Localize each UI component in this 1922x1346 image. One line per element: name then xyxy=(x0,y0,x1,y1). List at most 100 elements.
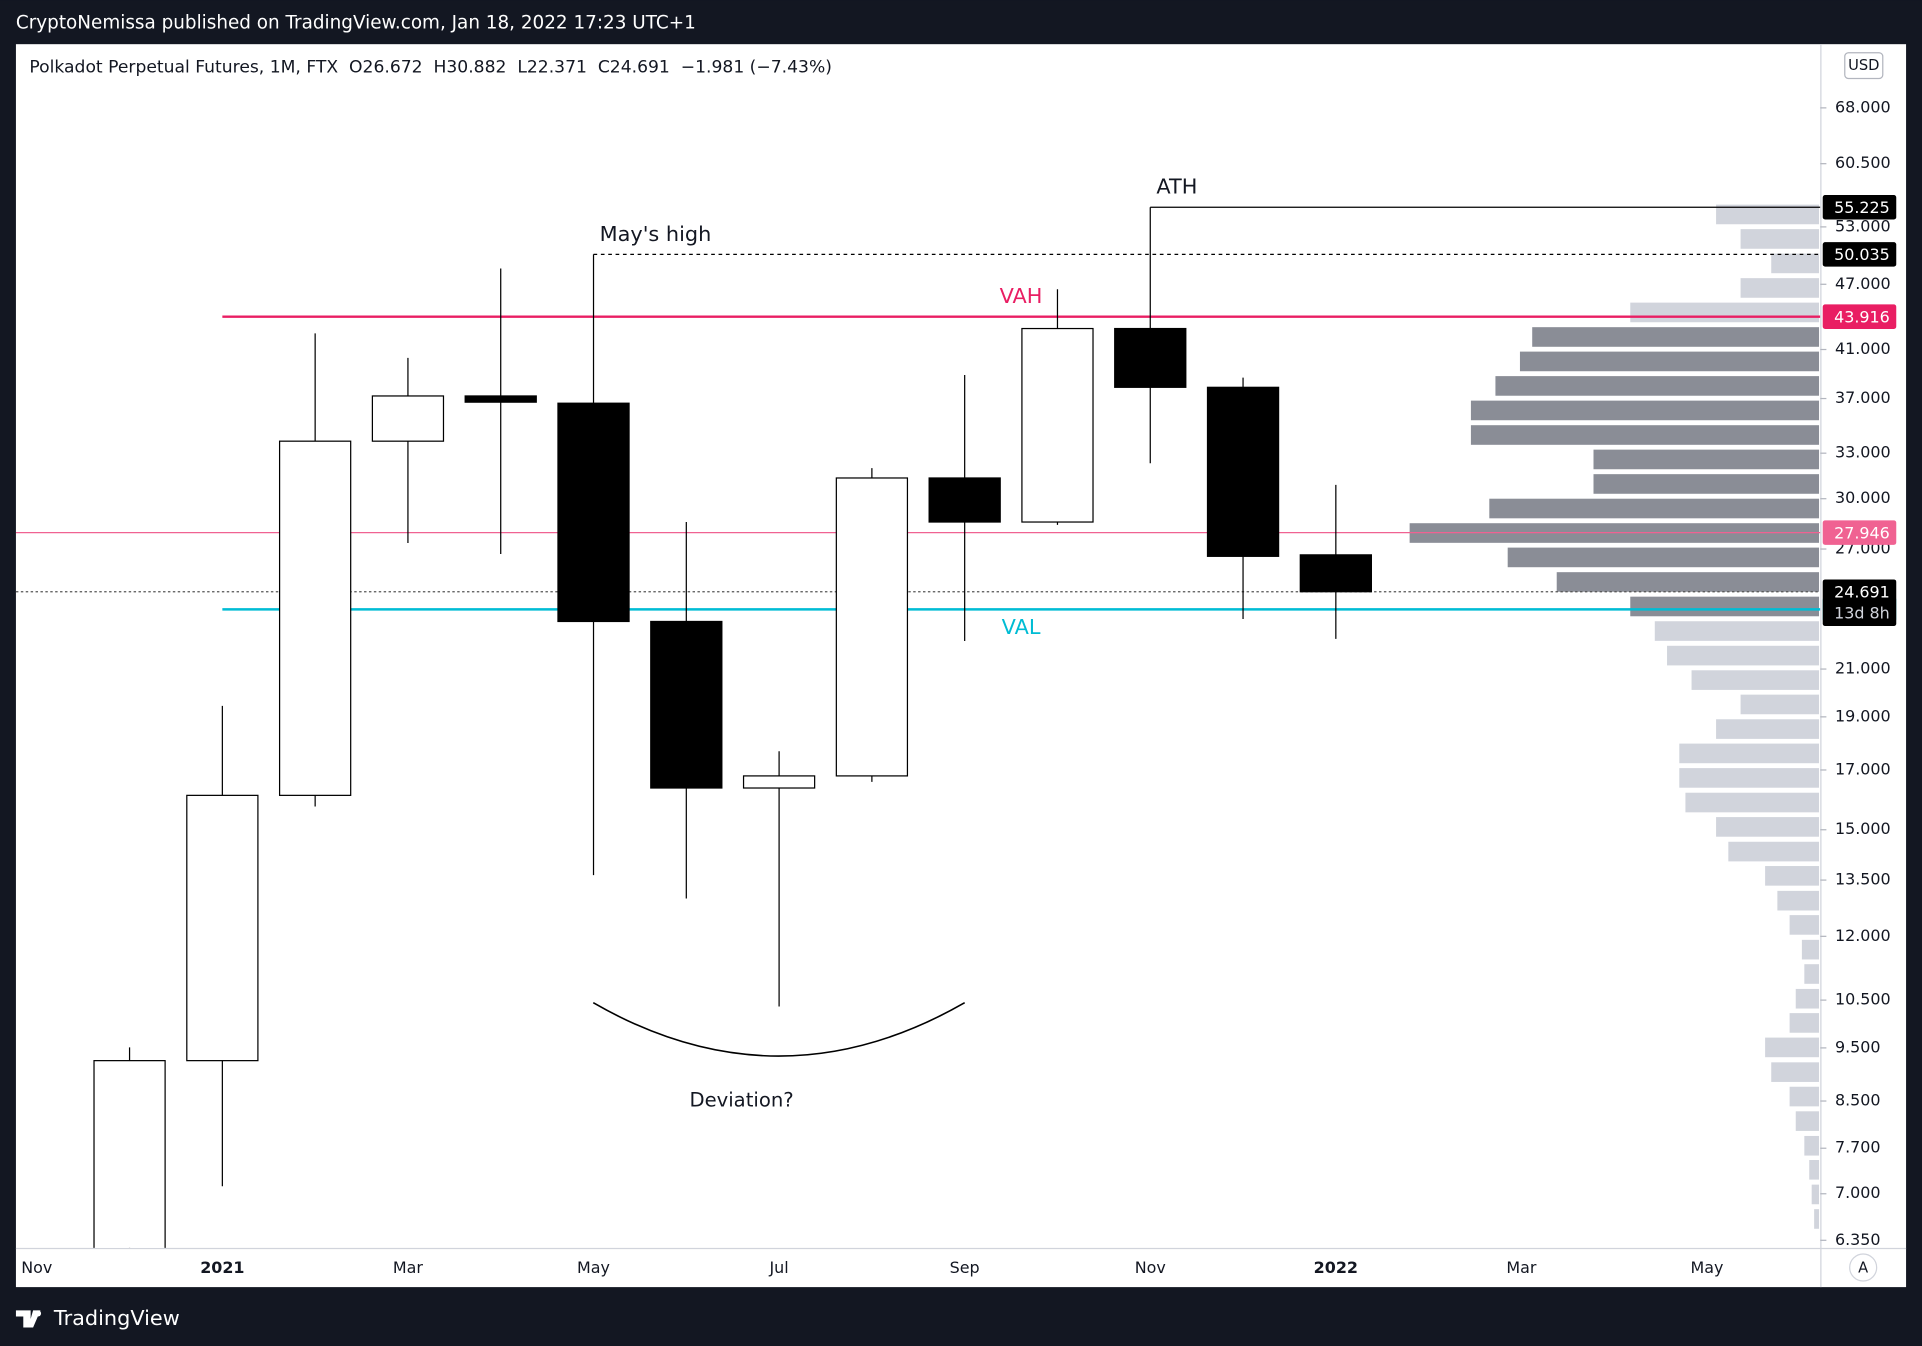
candle-body xyxy=(928,477,1001,523)
volume-profile-bar xyxy=(1789,1086,1820,1107)
currency-box[interactable] xyxy=(1844,52,1884,80)
x-tick-label: 2021 xyxy=(200,1258,244,1277)
candle-body xyxy=(650,620,723,789)
annotation-badge xyxy=(1822,242,1897,267)
price-axis: 68.000 60.500 53.000 47.000 41.000 37.000 33.0… xyxy=(1820,97,1897,1249)
volume-profile-bar xyxy=(1495,376,1820,396)
volume-profile-bar xyxy=(1489,498,1820,519)
volume-profile-bar xyxy=(1811,1184,1820,1205)
volume-profile-bar xyxy=(1470,425,1820,445)
last-price-badge xyxy=(1822,579,1897,627)
y-tick-label: 19.000 xyxy=(1835,706,1891,725)
annotation-label: ATH xyxy=(1156,175,1197,199)
volume-profile-bar xyxy=(1532,327,1820,347)
countdown-label: 13d 8h xyxy=(1834,603,1890,622)
currency-label[interactable]: USD xyxy=(1848,57,1879,74)
level-badge-label: 27.946 xyxy=(1834,523,1890,542)
x-tick-label: Nov xyxy=(21,1258,52,1277)
annotation-label: May's high xyxy=(600,222,712,246)
volume-profile-bar xyxy=(1771,1062,1820,1082)
logo-dot xyxy=(34,1310,42,1317)
y-tick-label: 10.500 xyxy=(1835,990,1891,1009)
y-tick-label: 7.700 xyxy=(1835,1138,1881,1157)
y-tick-label: 33.000 xyxy=(1835,443,1891,462)
level-label: VAH xyxy=(1000,284,1043,308)
x-tick-label: Mar xyxy=(1506,1258,1536,1277)
volume-profile-bar xyxy=(1679,743,1820,764)
y-tick-label: 47.000 xyxy=(1835,274,1891,293)
y-tick-label: 30.000 xyxy=(1835,488,1891,507)
y-tick-label: 21.000 xyxy=(1835,659,1891,678)
x-tick-label: Jul xyxy=(768,1258,788,1277)
volume-profile-bar xyxy=(1716,204,1820,225)
volume-profile-bar xyxy=(1593,474,1820,494)
y-tick-label: 12.000 xyxy=(1835,926,1891,945)
volume-profile-bar xyxy=(1691,670,1820,690)
volume-profile-bar xyxy=(1777,890,1820,911)
volume-profile xyxy=(1409,204,1820,1229)
x-tick-label: Mar xyxy=(393,1258,423,1277)
volume-profile-bar xyxy=(1679,768,1820,788)
level-badge xyxy=(1822,520,1897,545)
level-label: VAL xyxy=(1002,615,1041,639)
last-price-label: 24.691 xyxy=(1834,582,1890,601)
publish-header: CryptoNemissa published on TradingView.c… xyxy=(16,12,696,33)
volume-profile-bar xyxy=(1795,988,1820,1009)
candle-body xyxy=(835,477,909,777)
volume-profile-bar xyxy=(1654,621,1820,641)
level-badge-label: 43.916 xyxy=(1834,307,1890,326)
volume-profile-bar xyxy=(1728,841,1820,862)
candle-body xyxy=(1299,554,1372,593)
volume-profile-bar xyxy=(1470,400,1820,421)
volume-profile-bar xyxy=(1771,253,1820,274)
candle-body xyxy=(557,402,630,623)
logo-text: TradingView xyxy=(53,1306,180,1330)
auto-scale-button[interactable] xyxy=(1849,1253,1878,1282)
y-tick-label: 68.000 xyxy=(1835,97,1891,116)
candle-body xyxy=(1114,327,1187,388)
candle-body xyxy=(371,395,445,442)
x-tick-label: Sep xyxy=(950,1258,980,1277)
candle-body xyxy=(1021,327,1094,523)
x-tick-label: May xyxy=(1691,1258,1724,1277)
level-badge xyxy=(1822,304,1897,329)
x-tick-label: May xyxy=(577,1258,610,1277)
volume-profile-bar xyxy=(1593,449,1820,470)
volume-profile-bar xyxy=(1667,645,1820,666)
volume-profile-bar xyxy=(1809,1159,1820,1180)
symbol-legend: Polkadot Perpetual Futures, 1M, FTX O26.… xyxy=(29,57,832,77)
auto-scale-label[interactable]: A xyxy=(1858,1260,1868,1277)
y-tick-label: 53.000 xyxy=(1835,216,1891,235)
y-tick-label: 17.000 xyxy=(1835,759,1891,778)
volume-profile-bar xyxy=(1716,719,1820,739)
annotation-badge-label: 50.035 xyxy=(1834,245,1890,264)
candle-body xyxy=(93,1060,166,1248)
x-tick-label: Nov xyxy=(1135,1258,1166,1277)
volume-profile-bar xyxy=(1804,1135,1820,1156)
volume-profile-bar xyxy=(1556,572,1820,592)
y-tick-label: 8.500 xyxy=(1835,1091,1881,1110)
y-tick-label: 6.350 xyxy=(1835,1230,1881,1249)
volume-profile-bar xyxy=(1740,278,1820,298)
volume-profile-bar xyxy=(1804,964,1820,984)
volume-profile-bar xyxy=(1630,596,1820,617)
volume-profile-bar xyxy=(1716,817,1820,837)
y-tick-label: 13.500 xyxy=(1835,870,1891,889)
volume-profile-bar xyxy=(1814,1209,1820,1229)
volume-profile-bar xyxy=(1789,1013,1820,1033)
volume-profile-bar xyxy=(1740,229,1820,249)
volume-profile-bar xyxy=(1789,915,1820,935)
plot-area: VAH VAL May's high ATH Deviation? xyxy=(15,175,1821,1248)
y-tick-label: 41.000 xyxy=(1835,339,1891,358)
logo-icon xyxy=(15,1310,41,1328)
y-tick-label: 37.000 xyxy=(1835,388,1891,407)
volume-profile-bar xyxy=(1630,302,1820,323)
candle-body xyxy=(278,440,352,796)
annotation-badge xyxy=(1822,194,1897,220)
y-tick-label: 60.500 xyxy=(1835,153,1891,172)
deviation-label: Deviation? xyxy=(689,1088,793,1111)
volume-profile-bar xyxy=(1519,351,1820,372)
x-tick-label: 2022 xyxy=(1314,1258,1358,1277)
